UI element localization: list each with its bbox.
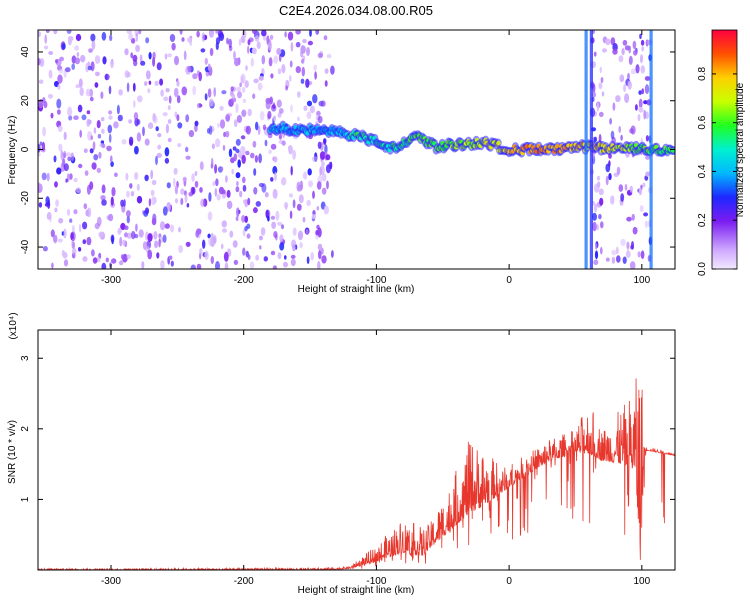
x-tick-label: 0 <box>506 576 512 587</box>
snr-series-line <box>38 378 675 570</box>
edge-streak-2 <box>649 30 653 269</box>
y-tick-label: 0 <box>20 146 31 152</box>
colorbar: 0.0 0.2 0.4 0.6 0.8 Normalized spectral ampl… <box>697 29 746 276</box>
snr-frame <box>37 329 676 571</box>
y-tick-label: 40 <box>20 46 31 58</box>
x-tick-label: 0 <box>506 275 512 286</box>
y-tick-label: -40 <box>20 239 31 254</box>
snr-multiplier: (x10⁴) <box>8 312 19 339</box>
colorbar-label: Normalized spectral amplitude <box>735 82 746 217</box>
y-tick-label: 1 <box>20 496 31 502</box>
snr-axes: -300 -200 -100 0 100 1 2 3 <box>20 330 675 587</box>
edge-streak-0 <box>584 30 588 269</box>
x-tick-label: 100 <box>633 275 650 286</box>
colorbar-tick-label: 0.0 <box>697 262 708 276</box>
snr-panel: -300 -200 -100 0 100 1 2 3 Height of straight l… <box>7 312 676 596</box>
x-tick-label: -300 <box>101 275 121 286</box>
x-tick-label: -300 <box>101 576 121 587</box>
snr-y-label: SNR (10 * v/v) <box>7 420 18 484</box>
colorbar-tick-label: 0.2 <box>697 213 708 227</box>
spectrogram-x-label: Height of straight line (km) <box>298 284 415 295</box>
y-tick-label: 2 <box>20 426 31 432</box>
colorbar-gradient <box>711 29 738 270</box>
x-tick-label: -200 <box>234 576 254 587</box>
x-tick-label: -200 <box>234 275 254 286</box>
colorbar-ticks: 0.0 0.2 0.4 0.6 0.8 <box>697 67 737 276</box>
figure-title: C2E4.2026.034.08.00.R05 <box>279 3 433 18</box>
noise-region-0 <box>38 30 335 269</box>
spectrogram-image <box>38 30 675 269</box>
colorbar-tick-label: 0.8 <box>697 67 708 81</box>
spectrogram-y-label: Frequency (Hz) <box>7 116 18 185</box>
y-tick-label: 3 <box>20 355 31 361</box>
y-tick-label: -20 <box>20 191 31 206</box>
snr-x-label: Height of straight line (km) <box>298 585 415 596</box>
y-tick-label: 20 <box>20 95 31 107</box>
colorbar-tick-label: 0.4 <box>697 164 708 178</box>
x-tick-label: -100 <box>366 576 386 587</box>
x-tick-label: -100 <box>366 275 386 286</box>
colorbar-tick-label: 0.6 <box>697 115 708 129</box>
x-tick-label: 100 <box>633 576 650 587</box>
edge-streak-1 <box>589 30 593 269</box>
